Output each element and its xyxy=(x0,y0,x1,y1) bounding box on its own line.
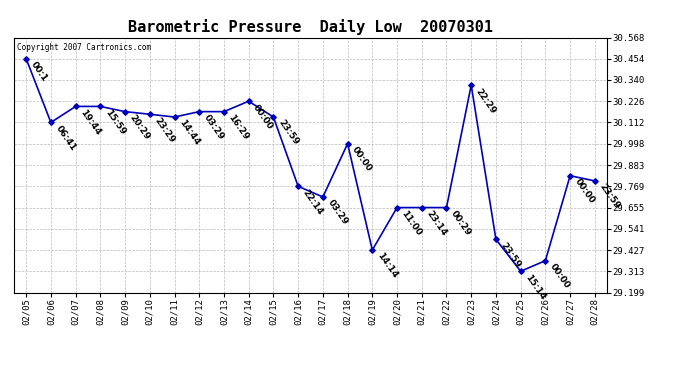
Text: 14:44: 14:44 xyxy=(177,118,201,147)
Text: 00:00: 00:00 xyxy=(573,177,596,205)
Text: 00:00: 00:00 xyxy=(351,145,374,173)
Text: 23:59: 23:59 xyxy=(598,182,622,211)
Text: 23:59: 23:59 xyxy=(499,241,522,270)
Text: 03:29: 03:29 xyxy=(326,198,349,227)
Text: 23:29: 23:29 xyxy=(152,116,177,144)
Text: 19:44: 19:44 xyxy=(79,108,102,137)
Text: 23:59: 23:59 xyxy=(276,118,300,147)
Text: 11:00: 11:00 xyxy=(400,209,424,237)
Text: 06:41: 06:41 xyxy=(54,124,77,152)
Text: Copyright 2007 Cartronics.com: Copyright 2007 Cartronics.com xyxy=(17,43,151,52)
Text: 15:14: 15:14 xyxy=(524,273,547,302)
Text: 14:14: 14:14 xyxy=(375,251,399,280)
Text: 00:1: 00:1 xyxy=(29,60,49,83)
Text: 23:14: 23:14 xyxy=(424,209,448,238)
Text: 00:00: 00:00 xyxy=(251,103,275,131)
Text: 22:29: 22:29 xyxy=(474,87,498,115)
Text: 20:29: 20:29 xyxy=(128,113,152,142)
Text: 15:59: 15:59 xyxy=(103,108,127,136)
Title: Barometric Pressure  Daily Low  20070301: Barometric Pressure Daily Low 20070301 xyxy=(128,19,493,35)
Text: 00:00: 00:00 xyxy=(548,262,572,290)
Text: 16:29: 16:29 xyxy=(227,113,250,142)
Text: 00:29: 00:29 xyxy=(449,209,473,237)
Text: 22:14: 22:14 xyxy=(301,188,325,216)
Text: 03:29: 03:29 xyxy=(202,113,226,142)
